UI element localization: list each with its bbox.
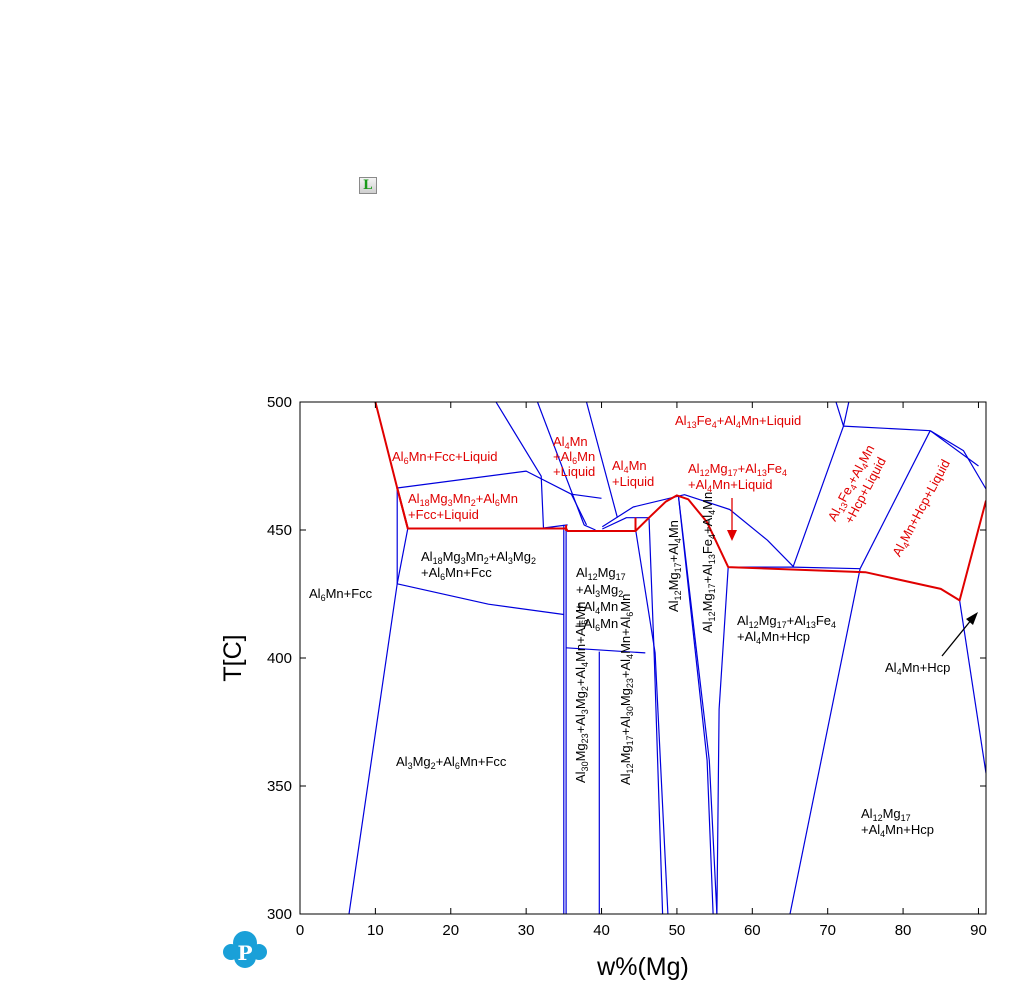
phase-boundary-17 <box>648 517 664 914</box>
arrow-to-ternary-point <box>727 498 737 541</box>
phase-boundary-27 <box>789 568 861 914</box>
region-label-al30mg23-al3mg2-al4mn-al6mn: Al30Mg23+Al3Mg2+Al4Mn+Al6Mn <box>573 602 590 783</box>
phase-boundary-2 <box>397 470 588 526</box>
phase-boundary-6 <box>397 583 564 616</box>
phase-boundary-3 <box>571 493 602 499</box>
x-tick-label: 0 <box>296 922 304 939</box>
x-tick-label: 30 <box>518 922 535 939</box>
x-tick-label: 10 <box>367 922 384 939</box>
phase-boundary-29 <box>929 430 986 490</box>
y-axis-title: T[C] <box>219 634 247 681</box>
x-tick-label: 90 <box>970 922 987 939</box>
phase-boundaries <box>348 402 986 914</box>
region-label-al12mg17-al13fe4-al4mn: Al12Mg17+Al13Fe4+Al4Mn <box>700 492 717 633</box>
x-axis-title: w%(Mg) <box>596 953 689 981</box>
phase-boundary-28 <box>929 430 979 467</box>
region-label-al4mn-hcp: Al4Mn+Hcp <box>885 660 950 677</box>
phase-boundary-25 <box>843 425 931 432</box>
highlight-boundary-32 <box>396 487 409 529</box>
x-tick-label: 20 <box>442 922 459 939</box>
phase-boundary-11 <box>536 402 585 526</box>
pandat-logo: P <box>223 931 267 968</box>
phase-boundary-4 <box>495 402 545 529</box>
axis-ticks: 0 10 20 30 40 50 60 70 80 90 300 350 400 450 500 <box>267 394 987 939</box>
phase-boundary-9 <box>566 647 646 654</box>
region-label-al12mg17-al13fe4-al4mn-liquid: Al12Mg17+Al13Fe4 +Al4Mn+Liquid <box>688 461 787 494</box>
region-label-al6mn-fcc: Al6Mn+Fcc <box>309 586 373 603</box>
legend-l-icon[interactable]: L <box>359 177 377 194</box>
region-label-al12mg17-al3mg2-al4mn-al6mn: Al12Mg17 +Al3Mg2 +Al4Mn +Al6Mn <box>576 565 626 633</box>
phase-boundary-30 <box>959 600 986 774</box>
phase-boundary-14 <box>585 402 618 518</box>
phase-boundary-13 <box>602 517 649 530</box>
region-label-al4mn-hcp-liquid: Al4Mn+Hcp+Liquid <box>889 457 955 560</box>
region-label-al3mg2-al6mn-fcc: Al3Mg2+Al6Mn+Fcc <box>396 754 507 771</box>
region-label-al18mg3mn2-al3mg2-al6mn-fcc: Al18Mg3Mn2+Al3Mg2 +Al6Mn+Fcc <box>421 549 536 582</box>
region-labels: Al6Mn+Fcc+Liquid Al18Mg3Mn2+Al6Mn +Fcc+Li… <box>309 413 955 839</box>
phase-boundary-22 <box>792 425 845 568</box>
region-label-al13fe4-al4mn-hcp-liquid: Al13Fe4+Al4Mn+Hcp+Liquid <box>825 442 892 531</box>
y-tick-label: 400 <box>267 650 292 667</box>
x-tick-label: 50 <box>669 922 686 939</box>
x-tick-label: 40 <box>593 922 610 939</box>
region-label-al12mg17-al30mg23-al4mn-al6mn: Al12Mg17+Al30Mg23+Al4Mn+Al6Mn <box>618 594 635 785</box>
region-label-al18mg3mn2-al6mn-fcc-liquid: Al18Mg3Mn2+Al6Mn +Fcc+Liquid <box>408 491 518 522</box>
phase-boundary-15 <box>601 494 795 568</box>
x-tick-label: 70 <box>819 922 836 939</box>
y-tick-label: 450 <box>267 522 292 539</box>
region-label-al12mg17-al13fe4-al4mn-hcp: Al12Mg17+Al13Fe4 +Al4Mn+Hcp <box>737 613 836 646</box>
phase-boundary-20 <box>716 567 729 914</box>
x-tick-label: 60 <box>744 922 761 939</box>
svg-text:P: P <box>237 941 252 965</box>
arrow-to-al4mn-hcp <box>941 612 978 657</box>
y-tick-label: 300 <box>267 906 292 923</box>
phase-boundary-26 <box>859 430 931 569</box>
highlight-boundary-31 <box>374 402 986 602</box>
region-label-al12mg17-al4mn-hcp: Al12Mg17 +Al4Mn+Hcp <box>861 806 934 839</box>
region-label-al4mn-al6mn-liquid: Al4Mn +Al6Mn +Liquid <box>553 434 595 479</box>
x-tick-label: 80 <box>895 922 912 939</box>
phase-boundary-24 <box>842 402 850 427</box>
phase-boundary-16 <box>634 528 669 914</box>
phase-boundary-23 <box>835 402 845 427</box>
y-tick-label: 500 <box>267 394 292 411</box>
phase-boundary-18 <box>677 495 714 914</box>
region-label-al4mn-liquid: Al4Mn +Liquid <box>612 458 654 489</box>
region-label-al13fe4-al4mn-liquid: Al13Fe4+Al4Mn+Liquid <box>675 413 801 430</box>
region-label-al12mg17-al4mn: Al12Mg17+Al4Mn <box>666 520 683 612</box>
region-label-al6mn-fcc-liquid: Al6Mn+Fcc+Liquid <box>392 449 497 466</box>
phase-boundary-19 <box>677 495 718 914</box>
phase-boundary-12 <box>583 524 596 531</box>
y-tick-label: 350 <box>267 778 292 795</box>
